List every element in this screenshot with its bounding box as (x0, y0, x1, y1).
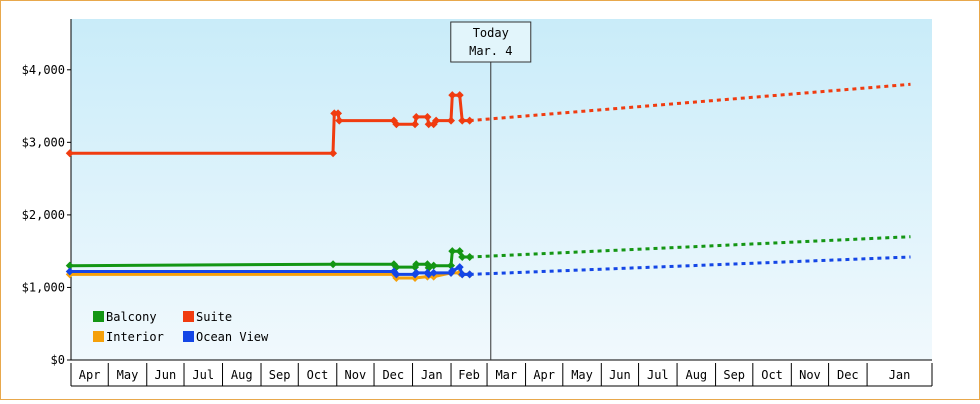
y-tick-label: $4,000 (22, 63, 65, 77)
series-balcony-point[interactable] (465, 252, 474, 261)
series-suite-point[interactable] (334, 109, 343, 118)
legend-item-interior[interactable]: Interior (93, 330, 164, 344)
series-balcony-point[interactable] (412, 260, 421, 269)
series-suite-point[interactable] (392, 120, 401, 129)
series-suite-forecast-line (469, 82, 911, 123)
series-ocean-view-point[interactable] (429, 268, 438, 277)
legend-label: Suite (196, 310, 232, 324)
series-suite-point[interactable] (412, 112, 421, 121)
x-tick-label: Feb (458, 368, 480, 382)
series-suite-point[interactable] (335, 116, 344, 125)
series-suite-point[interactable] (458, 116, 467, 125)
series-ocean-view-point[interactable] (65, 267, 74, 276)
series-ocean-view-point[interactable] (465, 270, 474, 279)
x-tick-label: Jul (647, 368, 669, 382)
series-ocean-view-point[interactable] (412, 268, 421, 277)
series-ocean-view-point[interactable] (448, 266, 457, 275)
series-ocean-view-point[interactable] (458, 270, 467, 279)
x-tick-label: Nov (799, 368, 821, 382)
legend-item-ocean-view[interactable]: Ocean View (183, 330, 269, 344)
series-suite-point[interactable] (432, 116, 441, 125)
x-tick-label: Jan (889, 368, 911, 382)
legend-item-balcony[interactable]: Balcony (93, 310, 157, 324)
series-suite-point[interactable] (455, 91, 464, 100)
x-tick-label: Apr (533, 368, 555, 382)
today-date-label: Mar. 4 (469, 44, 512, 58)
legend-label: Balcony (106, 310, 157, 324)
legend-item-suite[interactable]: Suite (183, 310, 232, 324)
legend-label: Interior (106, 330, 164, 344)
x-tick-label: Oct (307, 368, 329, 382)
y-tick-label: $0 (51, 353, 65, 367)
x-tick-label: Apr (79, 368, 101, 382)
series-balcony-point[interactable] (458, 252, 467, 261)
x-tick-label: May (117, 368, 139, 382)
x-tick-label: Dec (382, 368, 404, 382)
series-suite-point[interactable] (329, 149, 338, 158)
x-tick-label: Nov (345, 368, 367, 382)
series-ocean-view-point[interactable] (392, 270, 401, 279)
legend-swatch (183, 311, 194, 322)
x-tick-label: Sep (723, 368, 745, 382)
series-balcony-point[interactable] (429, 261, 438, 270)
legend-label: Ocean View (196, 330, 269, 344)
x-tick-label: Mar (495, 368, 517, 382)
x-tick-label: Aug (231, 368, 253, 382)
x-tick-label: Jan (421, 368, 443, 382)
x-tick-label: Dec (837, 368, 859, 382)
x-tick-label: Oct (761, 368, 783, 382)
x-tick-label: Jul (192, 368, 214, 382)
today-marker-box (450, 21, 532, 63)
legend-swatch (93, 311, 104, 322)
series-ocean-view-forecast-line (469, 255, 911, 276)
series-ocean-view-point[interactable] (455, 263, 464, 272)
y-tick-label: $3,000 (22, 135, 65, 149)
plot-background (71, 19, 932, 360)
series-suite-point[interactable] (447, 116, 456, 125)
x-tick-label: Jun (609, 368, 631, 382)
series-suite-point[interactable] (465, 116, 474, 125)
legend-swatch (183, 331, 194, 342)
x-tick-label: Aug (685, 368, 707, 382)
x-tick-label: Sep (269, 368, 291, 382)
series-balcony-forecast-line (469, 235, 911, 259)
series-suite (65, 82, 911, 158)
today-label: Today (473, 26, 509, 40)
legend-swatch (93, 331, 104, 342)
series-balcony-point[interactable] (448, 247, 457, 256)
y-tick-label: $1,000 (22, 280, 65, 294)
series-suite-point[interactable] (411, 120, 420, 129)
series-suite-point[interactable] (424, 120, 433, 129)
y-tick-label: $2,000 (22, 208, 65, 222)
x-tick-label: May (571, 368, 593, 382)
series-balcony-point[interactable] (329, 260, 338, 269)
series-suite-point[interactable] (423, 112, 432, 121)
x-tick-label: Jun (155, 368, 177, 382)
series-balcony-point[interactable] (455, 247, 464, 256)
series-suite-point[interactable] (448, 91, 457, 100)
series-balcony-point[interactable] (65, 261, 74, 270)
series-ocean-view (65, 255, 911, 279)
series-suite-point[interactable] (65, 149, 74, 158)
